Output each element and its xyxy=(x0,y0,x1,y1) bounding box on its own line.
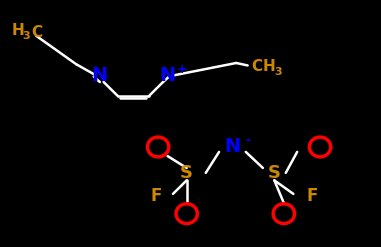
Text: 3: 3 xyxy=(22,31,30,41)
Text: N: N xyxy=(224,138,240,156)
Text: +: + xyxy=(177,63,187,76)
Text: -: - xyxy=(245,134,250,147)
Text: S: S xyxy=(180,164,193,182)
Text: F: F xyxy=(150,187,162,205)
Text: F: F xyxy=(307,187,318,205)
Text: N: N xyxy=(160,66,176,85)
Text: N: N xyxy=(91,66,107,85)
Text: C: C xyxy=(251,59,263,74)
Text: H: H xyxy=(263,59,275,74)
Text: H: H xyxy=(11,23,24,38)
Text: 3: 3 xyxy=(274,67,282,77)
Text: C: C xyxy=(31,25,42,40)
Text: S: S xyxy=(268,164,281,182)
